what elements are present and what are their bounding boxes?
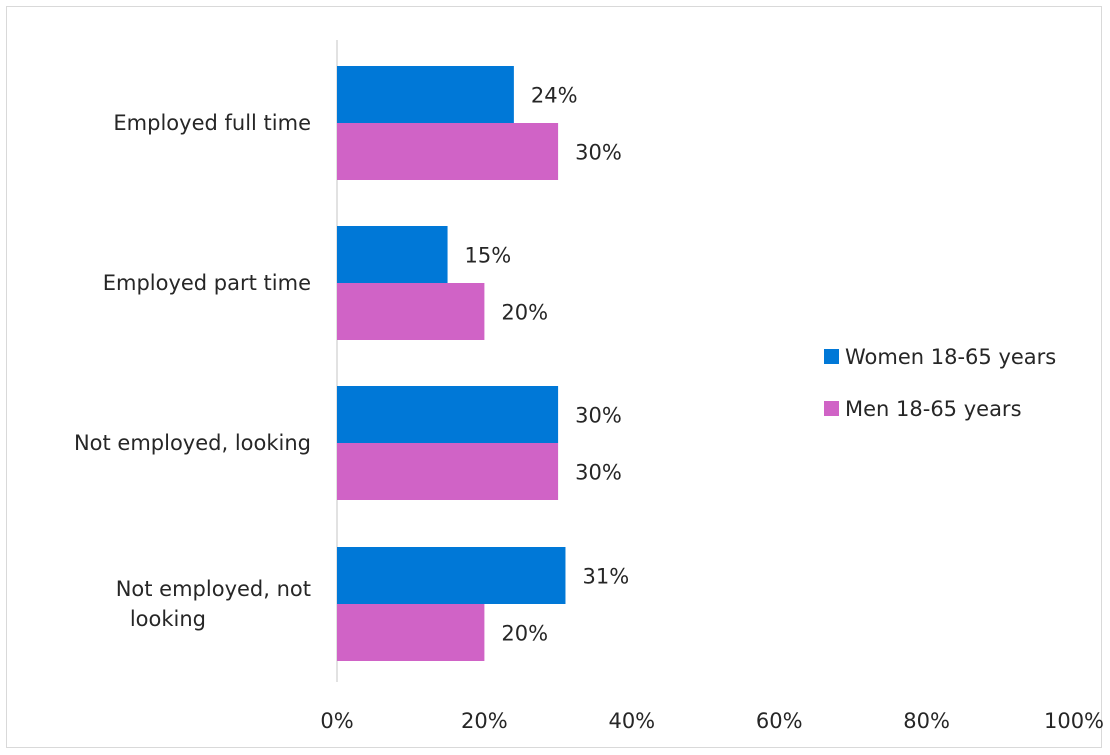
x-tick-label: 40%: [608, 709, 655, 733]
labels-layer: 24% 15% 30% 31% 30% 20% 30% 20%: [465, 84, 630, 646]
legend-label: Men 18-65 years: [845, 397, 1022, 421]
x-tick-label: 100%: [1044, 709, 1104, 733]
bar-women: [337, 547, 566, 604]
x-tick-label: 0%: [320, 709, 353, 733]
category-label: Not employed, looking: [74, 431, 311, 455]
bar-men: [337, 604, 485, 661]
data-label: 31%: [582, 565, 629, 589]
bars-layer: [337, 66, 566, 661]
x-tick-label: 80%: [903, 709, 950, 733]
x-tick-label: 60%: [756, 709, 803, 733]
category-label: Not employed, not looking: [116, 577, 311, 631]
bar-women: [337, 386, 559, 443]
bar-women: [337, 66, 514, 123]
bar-men: [337, 283, 485, 340]
x-tick-label: 20%: [461, 709, 508, 733]
data-label: 30%: [575, 404, 622, 428]
data-label: 30%: [575, 461, 622, 485]
data-label: 20%: [501, 301, 548, 325]
bar-women: [337, 226, 448, 283]
legend: Women 18-65 years Men 18-65 years: [824, 345, 1056, 421]
data-label: 15%: [465, 244, 512, 268]
data-label: 30%: [575, 141, 622, 165]
legend-label: Women 18-65 years: [845, 345, 1056, 369]
category-label: Employed full time: [113, 111, 311, 135]
bar-men: [337, 123, 559, 180]
category-label: Employed part time: [103, 271, 311, 295]
data-label: 20%: [501, 622, 548, 646]
data-label: 24%: [531, 84, 578, 108]
legend-swatch: [824, 349, 839, 364]
legend-swatch: [824, 401, 839, 416]
bar-men: [337, 443, 559, 500]
